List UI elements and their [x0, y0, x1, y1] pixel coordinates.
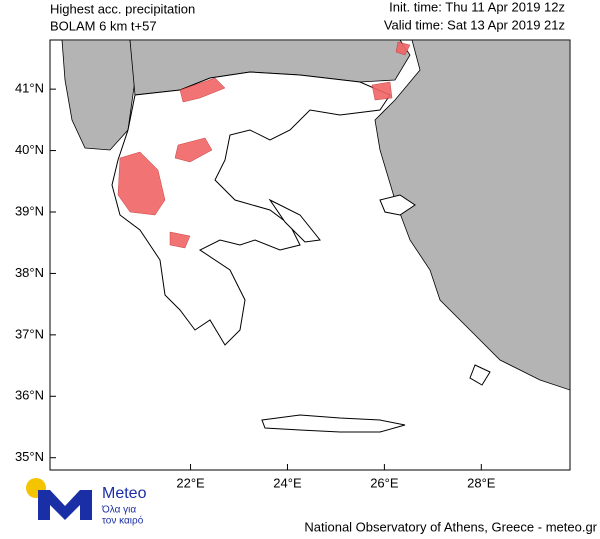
- y-tick-label: 35°N: [15, 449, 44, 464]
- y-tick-label: 40°N: [15, 142, 44, 157]
- y-tick-label: 39°N: [15, 203, 44, 218]
- rhodes: [469, 364, 491, 386]
- x-tick-label: 22°E: [176, 475, 205, 490]
- map-frame: [49, 39, 571, 471]
- y-tick-label: 41°N: [15, 81, 44, 96]
- logo-tagline: τον καιρό: [102, 515, 144, 527]
- init-time: Init. time: Thu 11 Apr 2019 12z: [389, 0, 565, 14]
- y-tick-label: 38°N: [15, 265, 44, 280]
- precipitation-area: [395, 41, 411, 56]
- precipitation-area: [117, 151, 166, 216]
- lesvos: [379, 194, 416, 216]
- precipitation-area: [371, 81, 393, 101]
- logo-mark: [38, 490, 92, 520]
- precipitation-area: [169, 231, 191, 249]
- precipitation-area: [179, 77, 226, 103]
- y-tick-label: 37°N: [15, 326, 44, 341]
- logo: Meteo Όλα για τον καιρό: [26, 478, 147, 527]
- model-label: BOLAM 6 km t+57: [50, 18, 157, 33]
- evia: [268, 198, 321, 243]
- crete: [261, 414, 406, 433]
- turkey: [374, 40, 570, 391]
- x-tick-label: 26°E: [370, 475, 399, 490]
- logo-tagline: Όλα για: [101, 505, 136, 516]
- title: Highest acc. precipitation: [50, 1, 195, 16]
- y-tick-label: 36°N: [15, 388, 44, 403]
- logo-name: Meteo: [102, 485, 147, 502]
- precipitation-area: [174, 137, 213, 163]
- x-tick-label: 24°E: [273, 475, 302, 490]
- valid-time: Valid time: Sat 13 Apr 2019 21z: [384, 17, 565, 32]
- land: [61, 40, 570, 433]
- footer: National Observatory of Athens, Greece -…: [304, 519, 597, 534]
- x-tick-label: 28°E: [467, 475, 496, 490]
